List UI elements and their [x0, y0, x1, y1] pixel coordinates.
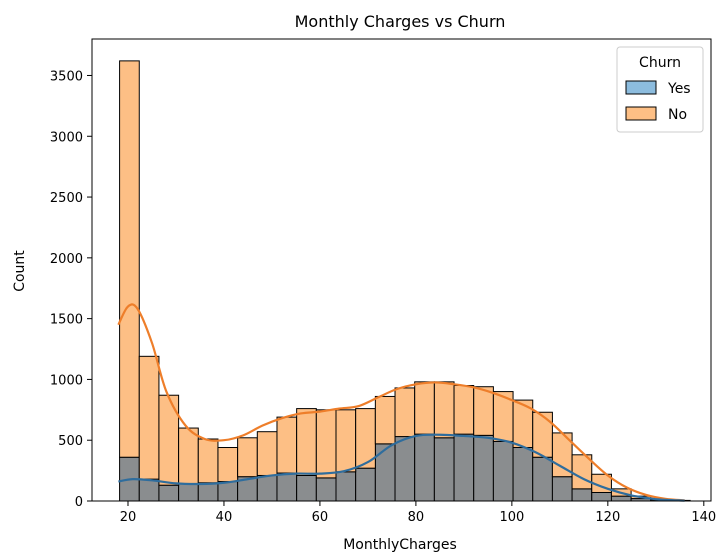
bar-yes	[197, 482, 219, 502]
bar-no	[178, 427, 199, 485]
x-tick-label: 120	[595, 510, 620, 525]
bar-no	[473, 386, 494, 436]
y-tick-label: 500	[58, 434, 83, 449]
bar-no	[433, 381, 455, 439]
x-tick-label: 140	[691, 510, 716, 525]
bars-no-series	[119, 60, 691, 502]
bar-no	[217, 447, 239, 483]
legend-label-no: No	[668, 107, 687, 123]
bar-yes	[571, 488, 593, 502]
legend-swatch-no	[625, 106, 657, 121]
x-tick-label: 20	[120, 510, 137, 525]
x-axis-ticks: 20 40 60 80 100 120 140	[120, 501, 716, 525]
y-tick-label: 2500	[50, 191, 83, 206]
bar-no	[532, 411, 553, 458]
y-tick-label: 1000	[50, 373, 83, 388]
bar-yes	[355, 467, 376, 502]
bar-no	[453, 385, 475, 435]
bar-no	[197, 438, 219, 484]
bar-yes	[335, 471, 357, 502]
y-tick-label: 3000	[50, 130, 83, 145]
legend-title: Churn	[639, 55, 681, 71]
bar-yes	[315, 477, 337, 502]
legend: Churn Yes No	[616, 46, 704, 133]
bar-yes	[178, 483, 199, 502]
bar-yes	[551, 476, 573, 502]
y-axis-label: Count	[12, 250, 28, 292]
bar-no	[374, 395, 396, 445]
x-tick-label: 100	[499, 510, 524, 525]
bar-yes	[138, 478, 160, 502]
bar-no	[335, 409, 357, 473]
kde-lines	[117, 303, 685, 502]
y-tick-label: 3500	[50, 69, 83, 84]
bar-no	[296, 408, 317, 476]
bar-yes	[512, 447, 534, 502]
kde-line-no	[117, 303, 685, 502]
y-tick-label: 2000	[50, 252, 83, 267]
y-tick-label: 0	[75, 495, 83, 510]
chart-title: Monthly Charges vs Churn	[295, 12, 506, 31]
bar-no	[394, 387, 416, 438]
y-tick-label: 1500	[50, 313, 83, 328]
plot-frame	[91, 38, 712, 502]
bar-yes	[414, 433, 435, 502]
x-axis-label: MonthlyCharges	[343, 537, 457, 553]
bar-yes	[217, 481, 239, 502]
bars-yes-series	[119, 433, 671, 502]
plot-area	[117, 60, 691, 502]
bar-yes	[276, 472, 298, 502]
x-tick-label: 40	[216, 510, 233, 525]
kde-line-yes	[118, 433, 685, 502]
bar-yes	[532, 456, 553, 502]
bar-no	[414, 381, 435, 435]
bar-no	[276, 416, 298, 474]
bar-yes	[610, 495, 632, 502]
bar-yes	[158, 484, 180, 502]
bar-yes	[296, 474, 317, 502]
bar-no	[237, 437, 258, 478]
y-axis-ticks: 0 500 1000 1500 2000 2500 3000 3500	[50, 69, 92, 510]
bar-no	[256, 431, 278, 476]
bar-no	[315, 409, 337, 479]
bar-yes	[256, 474, 278, 502]
x-tick-label: 60	[312, 510, 329, 525]
bar-yes	[473, 434, 494, 502]
legend-swatch-yes	[625, 80, 657, 95]
bar-no	[119, 60, 140, 458]
bar-yes	[433, 437, 455, 502]
bar-no	[138, 355, 160, 480]
legend-label-yes: Yes	[667, 81, 691, 97]
x-tick-label: 80	[408, 510, 425, 525]
bar-yes	[492, 440, 514, 502]
bar-yes	[394, 436, 416, 502]
bar-yes	[453, 433, 475, 502]
bar-yes	[374, 443, 396, 502]
bar-yes	[591, 491, 612, 502]
